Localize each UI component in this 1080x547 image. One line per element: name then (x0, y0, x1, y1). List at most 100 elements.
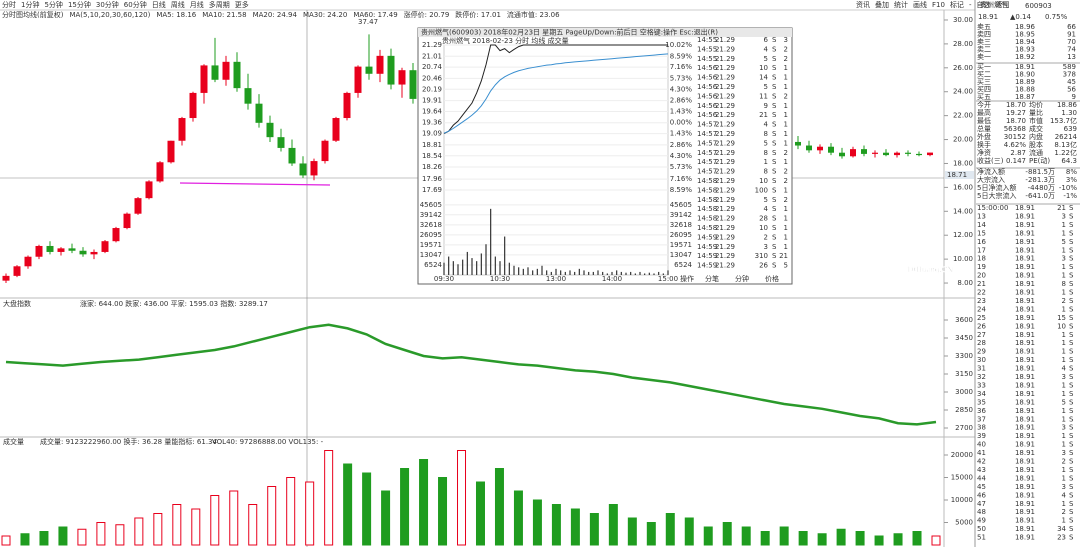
toolbar-button[interactable]: 画线 (913, 0, 927, 9)
tick-count: 2 (784, 55, 788, 63)
toolbar-tab[interactable]: 60分钟 (124, 0, 147, 9)
candle-body (46, 245, 54, 252)
y-tick-label: 20000 (951, 451, 973, 459)
change-pct: 0.75% (1045, 13, 1068, 21)
toolbar-button[interactable]: - (969, 1, 972, 9)
y-tick-label: 26095 (420, 231, 442, 239)
trade-time: 18 (977, 255, 986, 263)
row-label: 买三 (977, 78, 991, 86)
popup[interactable]: 贵州燃气(600903) 2018年02月23日 星期五 PageUp/Down… (417, 27, 793, 285)
volume-bar (115, 524, 125, 546)
button[interactable]: 操作 (680, 274, 694, 283)
popup-title: 贵州燃气(600903) 2018年02月23日 星期五 PageUp/Down… (421, 28, 718, 37)
tab[interactable]: 分笔 (705, 274, 719, 283)
candle-body (883, 152, 889, 156)
toolbar-button[interactable]: F10 (932, 1, 945, 9)
toolbar-button[interactable]: 统计 (894, 0, 908, 9)
y-tick-label: 13047 (420, 251, 442, 259)
candle-body (872, 152, 878, 154)
legend-item: 涨停价: 20.79 (404, 10, 450, 19)
tick-side: S (772, 102, 777, 110)
candle-body (839, 152, 845, 157)
candle-body (134, 198, 142, 214)
toolbar-button[interactable]: 自选 (976, 0, 990, 9)
trade-volume: 21 (1057, 204, 1066, 212)
candle-body (244, 88, 252, 104)
toolbar-tab[interactable]: 15分钟 (68, 0, 91, 9)
candle-body (13, 266, 21, 276)
tick-side: S (772, 252, 777, 260)
stock-name: 贵州燃气 (980, 0, 1008, 9)
trade-side: S (1069, 449, 1074, 457)
toolbar-button[interactable]: 叠加 (875, 0, 889, 9)
toolbar-tab[interactable]: 更多 (235, 0, 249, 9)
tick-count: 1 (784, 215, 788, 223)
volume-bar (77, 528, 87, 546)
toolbar-tab[interactable]: 月线 (190, 0, 204, 9)
candle-body (277, 137, 285, 148)
toolbar-tab[interactable]: 1分钟 (21, 0, 39, 9)
candle-body (211, 65, 219, 80)
tick-side: S (772, 111, 777, 119)
tick-price: 21.29 (715, 233, 735, 241)
volume-bar (381, 490, 391, 546)
stat-value: 639 (1064, 125, 1077, 133)
tick-price: 21.29 (715, 224, 735, 232)
trade-time: 21 (977, 280, 986, 288)
tick-count: 1 (784, 233, 788, 241)
toolbar-tab[interactable]: 日线 (152, 0, 166, 9)
toolbar-button[interactable]: 资讯 (856, 0, 870, 9)
tick-count: 1 (784, 83, 788, 91)
legend-item: MA20: 24.94 (253, 11, 298, 19)
tick-volume: 9 (764, 102, 768, 110)
toolbar-button[interactable]: 返回 (995, 1, 1009, 9)
tick-volume: 8 (764, 130, 768, 138)
y-tick-label: 21.01 (422, 52, 442, 60)
stat-label: 量比 (1029, 108, 1043, 117)
row-volume: 378 (1063, 71, 1076, 79)
toolbar-tab[interactable]: 5分钟 (44, 0, 62, 9)
y-tick-label: 19.09 (422, 130, 442, 138)
tick-time: 14:59 (697, 262, 717, 270)
y-tick-label: 18.54 (422, 152, 443, 160)
x-tick-label: 14:00 (602, 275, 622, 283)
candle-body (310, 161, 318, 176)
volume-bar (912, 531, 922, 546)
trade-volume: 1 (1062, 500, 1066, 508)
flow-label: 5日大宗流入 (977, 191, 1016, 200)
tab[interactable]: 分钟 (735, 274, 749, 283)
toolbar-tab[interactable]: 多周期 (209, 0, 230, 9)
candle-body (90, 251, 98, 255)
y-tick-label: 45605 (420, 201, 442, 209)
tick-price: 21.29 (715, 102, 735, 110)
trade-side: S (1069, 246, 1074, 254)
y-tick-label: 15000 (951, 474, 973, 482)
trade-side: S (1069, 458, 1074, 466)
volume-bar (665, 513, 675, 546)
trade-time: 28 (977, 339, 986, 347)
y-tick-label: 3000 (955, 388, 973, 396)
tick-side: S (772, 139, 777, 147)
trade-volume: 1 (1062, 432, 1066, 440)
trade-price: 18.91 (1015, 500, 1035, 508)
tick-price: 21.29 (715, 186, 735, 194)
stat-value: 18.86 (1057, 101, 1078, 109)
tab[interactable]: 价格 (765, 274, 779, 283)
tick-time: 14:58 (697, 224, 717, 232)
tick-time: 14:56 (697, 83, 718, 91)
y-tick-label: 19.91 (422, 97, 442, 105)
toolbar-button[interactable]: 标记 (950, 0, 964, 9)
volume-bar (248, 504, 258, 546)
trade-time: 38 (977, 424, 986, 432)
toolbar-tab[interactable]: 分时 (2, 0, 16, 9)
trade-time: 40 (977, 441, 986, 449)
trade-price: 18.91 (1015, 365, 1035, 373)
toolbar-tab[interactable]: 30分钟 (96, 0, 119, 9)
toolbar-tab[interactable]: 周线 (171, 0, 185, 9)
y-tick-label: 14.00 (953, 207, 973, 215)
trade-volume: 5 (1062, 398, 1066, 406)
tick-time: 14:57 (697, 168, 717, 176)
price-line (443, 44, 668, 135)
y-tick-label: 20.74 (422, 63, 443, 71)
row-label: 卖一 (977, 53, 991, 61)
